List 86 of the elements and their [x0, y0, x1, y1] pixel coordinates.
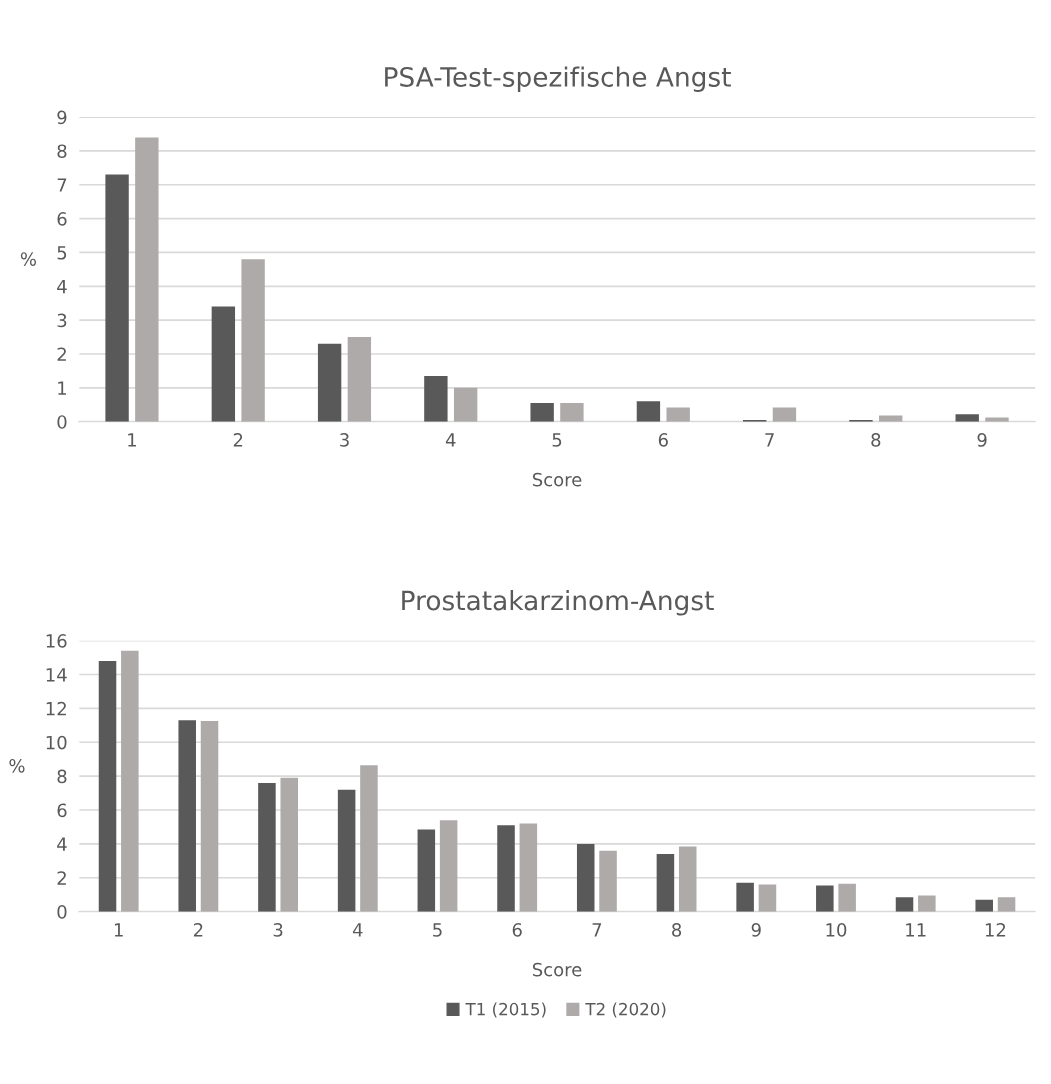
bar	[678, 846, 697, 912]
x-tick-label: 7	[765, 433, 774, 447]
x-tick-label: 9	[751, 923, 761, 937]
y-tick-label: 10	[46, 735, 67, 750]
y-tick-label: 3	[57, 313, 67, 328]
bar	[424, 375, 448, 422]
x-tick-label: 5	[552, 433, 562, 447]
bar	[439, 820, 458, 912]
bar	[895, 897, 914, 912]
y-tick-label: 6	[57, 803, 67, 818]
bar	[121, 650, 139, 912]
y-tick-label: 6	[57, 212, 67, 226]
bar	[258, 782, 276, 912]
bar	[360, 765, 378, 912]
legend-label: T1 (2015)	[465, 1002, 546, 1018]
bar	[560, 403, 584, 422]
x-tick-label: 8	[871, 433, 881, 447]
bar	[280, 777, 298, 912]
bar	[317, 343, 342, 422]
y-tick-label: 4	[57, 837, 67, 851]
bar	[666, 407, 690, 422]
bar	[453, 387, 478, 422]
bar	[241, 259, 265, 422]
x-tick-label: 4	[445, 433, 456, 447]
y-tick-label: 12	[46, 701, 66, 716]
bar	[838, 883, 856, 912]
bar	[576, 843, 595, 912]
y-tick-label: 8	[57, 144, 67, 159]
y-tick-label: 0	[57, 905, 67, 919]
bar	[816, 885, 834, 912]
bar	[772, 407, 797, 422]
x-axis-title: Score	[532, 962, 582, 977]
x-tick-label: 11	[906, 923, 926, 937]
bar	[417, 829, 436, 912]
x-tick-label: 2	[193, 923, 203, 937]
y-axis-title: %	[20, 252, 37, 266]
y-tick-label: 0	[57, 415, 67, 429]
y-tick-label: 9	[57, 110, 67, 125]
y-tick-label: 7	[57, 178, 67, 192]
bar	[200, 721, 219, 912]
x-tick-label: 8	[672, 923, 682, 937]
bar	[347, 337, 372, 422]
bar	[918, 895, 936, 912]
bar	[178, 720, 196, 912]
bar	[736, 882, 754, 912]
x-tick-label: 2	[233, 433, 243, 447]
y-tick-label: 16	[46, 634, 67, 648]
y-tick-label: 2	[57, 871, 66, 885]
y-tick-label: 8	[57, 769, 67, 784]
legend-label: T2 (2020)	[585, 1002, 666, 1018]
x-tick-label: 10	[826, 923, 847, 937]
bar	[337, 789, 356, 912]
x-tick-label: 9	[977, 433, 987, 447]
x-tick-label: 1	[128, 433, 137, 447]
bar	[530, 403, 554, 422]
bar	[758, 884, 777, 912]
y-axis-title: %	[9, 758, 25, 773]
bar	[955, 414, 979, 422]
bar	[211, 306, 236, 422]
y-tick-label: 2	[57, 347, 66, 361]
x-tick-label: 3	[273, 923, 283, 937]
x-tick-label: 12	[985, 923, 1006, 937]
chart-title: Prostatakarzinom-Angst	[402, 590, 714, 616]
y-tick-label: 5	[57, 246, 67, 260]
x-axis-title: Score	[532, 472, 582, 487]
x-tick-label: 5	[433, 923, 442, 937]
chart-title: PSA-Test-spezifische Angst	[385, 66, 731, 92]
x-tick-label: 4	[352, 923, 363, 937]
y-tick-label: 1	[58, 381, 67, 395]
x-tick-label: 3	[340, 433, 349, 447]
y-tick-label: 14	[46, 668, 67, 682]
bar	[135, 137, 159, 422]
bar	[497, 825, 515, 912]
bar	[98, 660, 117, 912]
x-tick-label: 7	[592, 923, 602, 937]
x-tick-label: 6	[658, 433, 668, 447]
x-tick-label: 6	[512, 923, 522, 937]
bar	[997, 897, 1016, 912]
y-tick-label: 4	[57, 279, 67, 294]
bar	[975, 899, 993, 912]
bar	[105, 174, 129, 422]
bar	[599, 850, 617, 912]
x-tick-label: 1	[114, 923, 123, 937]
bar	[519, 823, 538, 912]
bar	[656, 854, 675, 912]
bar	[636, 401, 661, 422]
